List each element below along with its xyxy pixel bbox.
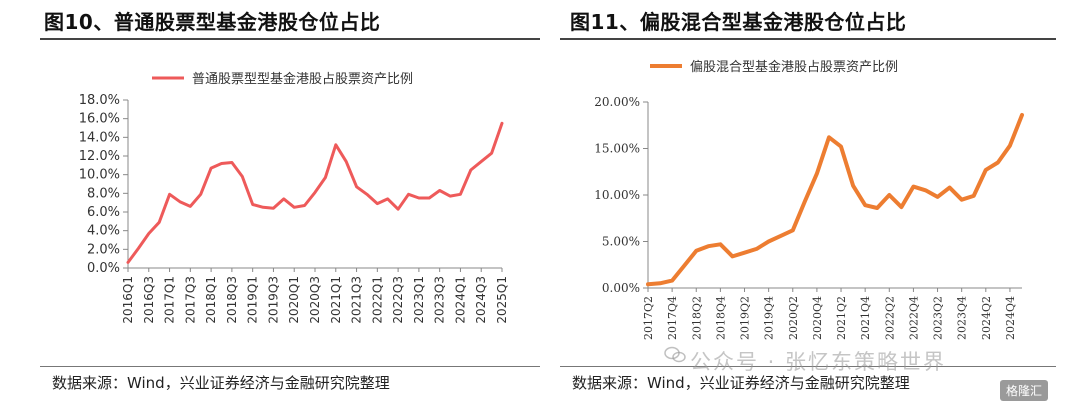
figure-10-source: 数据来源：Wind，兴业证券经济与金融研究院整理 (52, 374, 390, 392)
x-tick-label: 2023Q2 (932, 296, 945, 340)
x-tick-label: 2022Q1 (370, 276, 384, 324)
x-tick-label: 2021Q4 (859, 296, 872, 340)
y-tick-label: 16.0% (79, 112, 120, 127)
y-tick-label: 8.0% (87, 186, 120, 201)
x-tick-label: 2024Q4 (1004, 296, 1017, 340)
x-tick-label: 2025Q1 (495, 276, 509, 324)
x-tick-label: 2017Q3 (183, 276, 197, 324)
y-tick-label: 20.00% (594, 95, 640, 109)
legend-label: 普通股票型型基金港股占股票资产比例 (192, 71, 413, 87)
x-tick-label: 2024Q1 (453, 276, 467, 324)
figure-10-top-rule (40, 38, 540, 40)
x-tick-label: 2020Q1 (287, 276, 301, 324)
y-tick-label: 18.0% (79, 93, 120, 108)
figure-10-bottom-rule (40, 366, 540, 367)
x-tick-label: 2019Q3 (266, 276, 280, 324)
figure-11-source: 数据来源：Wind，兴业证券经济与金融研究院整理 (572, 374, 910, 392)
series-line (126, 121, 504, 264)
x-tick-label: 2019Q2 (739, 296, 752, 340)
x-tick-label: 2020Q2 (787, 296, 800, 340)
y-tick-label: 0.00% (602, 281, 640, 295)
figure-10-chart: 0.0% 2.0% 4.0% 6.0% 8.0% 10.0% 12.0% 14.0% 16.0%… (79, 71, 509, 324)
y-tick-label: 6.0% (87, 205, 120, 220)
x-tick-label: 2022Q4 (907, 296, 920, 340)
x-tick-label: 2023Q1 (412, 276, 426, 324)
y-tick-label: 10.00% (594, 188, 640, 202)
x-tick-label: 2018Q2 (690, 296, 703, 340)
x-tick-label: 2017Q1 (163, 276, 177, 324)
watermark-badge: 格隆汇 (1000, 380, 1049, 401)
wechat-icon (664, 346, 686, 363)
y-tick-label: 15.00% (594, 142, 640, 156)
x-tick-label: 2017Q4 (666, 296, 679, 340)
y-tick-label: 5.00% (602, 235, 640, 249)
x-tick-label: 2022Q3 (391, 276, 405, 324)
figure-11-panel: 图11、偏股混合型基金港股仓位占比 0.00% 5.00% 10.00% 15.00%… (560, 0, 1080, 410)
x-tick-label: 2020Q4 (811, 296, 824, 340)
y-tick-label: 14.0% (79, 130, 120, 145)
y-tick-label: 10.0% (79, 168, 120, 183)
y-tick-label: 0.0% (87, 261, 120, 276)
x-tick-label: 2019Q1 (246, 276, 260, 324)
x-tick-label: 2018Q3 (225, 276, 239, 324)
y-tick-label: 2.0% (87, 242, 120, 257)
x-tick-label: 2022Q2 (883, 296, 896, 340)
figure-10-panel: 图10、普通股票型基金港股仓位占比 0.0% 2.0% 4.0% 6.0% 8.0% 10… (40, 10, 540, 392)
legend-label: 偏股混合型基金港股占股票资产比例 (690, 59, 898, 75)
series-line (646, 113, 1024, 287)
y-tick-label: 12.0% (79, 149, 120, 164)
x-tick-label: 2016Q3 (142, 276, 156, 324)
watermark-text: 公众号 · 张忆东策略世界 (690, 350, 947, 374)
x-tick-label: 2018Q1 (204, 276, 218, 324)
y-tick-label: 4.0% (87, 224, 120, 239)
figure-11-title: 图11、偏股混合型基金港股仓位占比 (570, 10, 907, 34)
x-tick-label: 2018Q4 (714, 296, 727, 340)
x-tick-label: 2017Q2 (642, 296, 655, 340)
x-tick-label: 2020Q3 (308, 276, 322, 324)
figure-11-top-rule (560, 38, 1056, 40)
figure-10-title: 图10、普通股票型基金港股仓位占比 (44, 10, 381, 34)
x-tick-label: 2021Q1 (329, 276, 343, 324)
x-tick-label: 2024Q3 (474, 276, 488, 324)
x-tick-label: 2024Q2 (980, 296, 993, 340)
x-tick-label: 2021Q3 (350, 276, 364, 324)
figure-11-chart: 0.00% 5.00% 10.00% 15.00% 20.00% 2017Q2 2017Q4… (594, 59, 1024, 340)
x-tick-label: 2019Q4 (763, 296, 776, 340)
figure-11-bottom-rule (560, 366, 1056, 367)
x-tick-label: 2016Q1 (121, 276, 135, 324)
x-tick-label: 2023Q4 (956, 296, 969, 340)
x-tick-label: 2023Q3 (433, 276, 447, 324)
x-tick-label: 2021Q2 (835, 296, 848, 340)
